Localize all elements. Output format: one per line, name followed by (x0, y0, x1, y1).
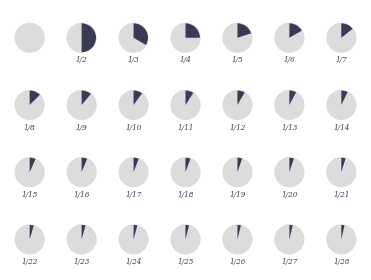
Circle shape (223, 90, 252, 119)
Circle shape (15, 158, 44, 186)
Circle shape (15, 90, 44, 119)
Text: 1/16: 1/16 (73, 191, 90, 199)
Circle shape (171, 90, 200, 119)
Circle shape (67, 23, 96, 52)
Wedge shape (289, 23, 302, 38)
Text: 1/12: 1/12 (229, 124, 246, 132)
Wedge shape (82, 158, 87, 172)
Circle shape (327, 158, 356, 186)
Wedge shape (134, 225, 137, 239)
Wedge shape (30, 158, 36, 172)
Text: 1/2: 1/2 (76, 57, 88, 64)
Circle shape (275, 225, 304, 254)
Wedge shape (341, 158, 345, 172)
Wedge shape (237, 90, 244, 105)
Text: 1/15: 1/15 (22, 191, 38, 199)
Wedge shape (237, 23, 251, 38)
Wedge shape (341, 90, 348, 105)
Circle shape (171, 158, 200, 186)
Wedge shape (82, 23, 96, 52)
Wedge shape (341, 225, 345, 239)
Wedge shape (134, 90, 142, 105)
Circle shape (119, 225, 148, 254)
Text: 1/22: 1/22 (22, 258, 38, 266)
Circle shape (15, 23, 44, 52)
Wedge shape (30, 225, 34, 239)
Text: 1/18: 1/18 (177, 191, 194, 199)
Wedge shape (186, 158, 190, 172)
Circle shape (275, 90, 304, 119)
Text: 1/7: 1/7 (335, 57, 347, 64)
Wedge shape (186, 23, 200, 38)
Text: 1/10: 1/10 (125, 124, 142, 132)
Text: 1/26: 1/26 (229, 258, 246, 266)
Wedge shape (82, 90, 91, 105)
Text: 1/3: 1/3 (128, 57, 139, 64)
Circle shape (171, 225, 200, 254)
Wedge shape (82, 225, 85, 239)
Text: 1/25: 1/25 (177, 258, 194, 266)
Circle shape (327, 23, 356, 52)
Wedge shape (237, 225, 241, 239)
Circle shape (67, 158, 96, 186)
Circle shape (171, 23, 200, 52)
Wedge shape (341, 23, 352, 38)
Text: 1/14: 1/14 (333, 124, 349, 132)
Text: 1/6: 1/6 (283, 57, 295, 64)
Wedge shape (186, 90, 193, 105)
Circle shape (327, 225, 356, 254)
Text: 1/27: 1/27 (281, 258, 298, 266)
Text: 1/8: 1/8 (24, 124, 36, 132)
Circle shape (327, 90, 356, 119)
Text: 1/19: 1/19 (229, 191, 246, 199)
Circle shape (15, 225, 44, 254)
Text: 1/17: 1/17 (125, 191, 142, 199)
Wedge shape (237, 158, 242, 172)
Text: 1/21: 1/21 (333, 191, 349, 199)
Circle shape (275, 23, 304, 52)
Circle shape (67, 225, 96, 254)
Circle shape (119, 23, 148, 52)
Wedge shape (134, 158, 139, 172)
Text: 1/13: 1/13 (281, 124, 298, 132)
Circle shape (119, 158, 148, 186)
Wedge shape (134, 23, 148, 45)
Text: 1/9: 1/9 (76, 124, 88, 132)
Text: 1/11: 1/11 (177, 124, 194, 132)
Text: 1/28: 1/28 (333, 258, 349, 266)
Text: 1/24: 1/24 (125, 258, 142, 266)
Circle shape (119, 90, 148, 119)
Text: 1/20: 1/20 (281, 191, 298, 199)
Circle shape (275, 158, 304, 186)
Text: 1/23: 1/23 (73, 258, 90, 266)
Wedge shape (186, 225, 189, 239)
Wedge shape (289, 158, 294, 172)
Circle shape (223, 158, 252, 186)
Text: 1/5: 1/5 (232, 57, 243, 64)
Circle shape (67, 90, 96, 119)
Text: 1/4: 1/4 (180, 57, 191, 64)
Circle shape (223, 225, 252, 254)
Wedge shape (289, 225, 293, 239)
Wedge shape (289, 90, 296, 105)
Wedge shape (30, 90, 40, 105)
Circle shape (223, 23, 252, 52)
